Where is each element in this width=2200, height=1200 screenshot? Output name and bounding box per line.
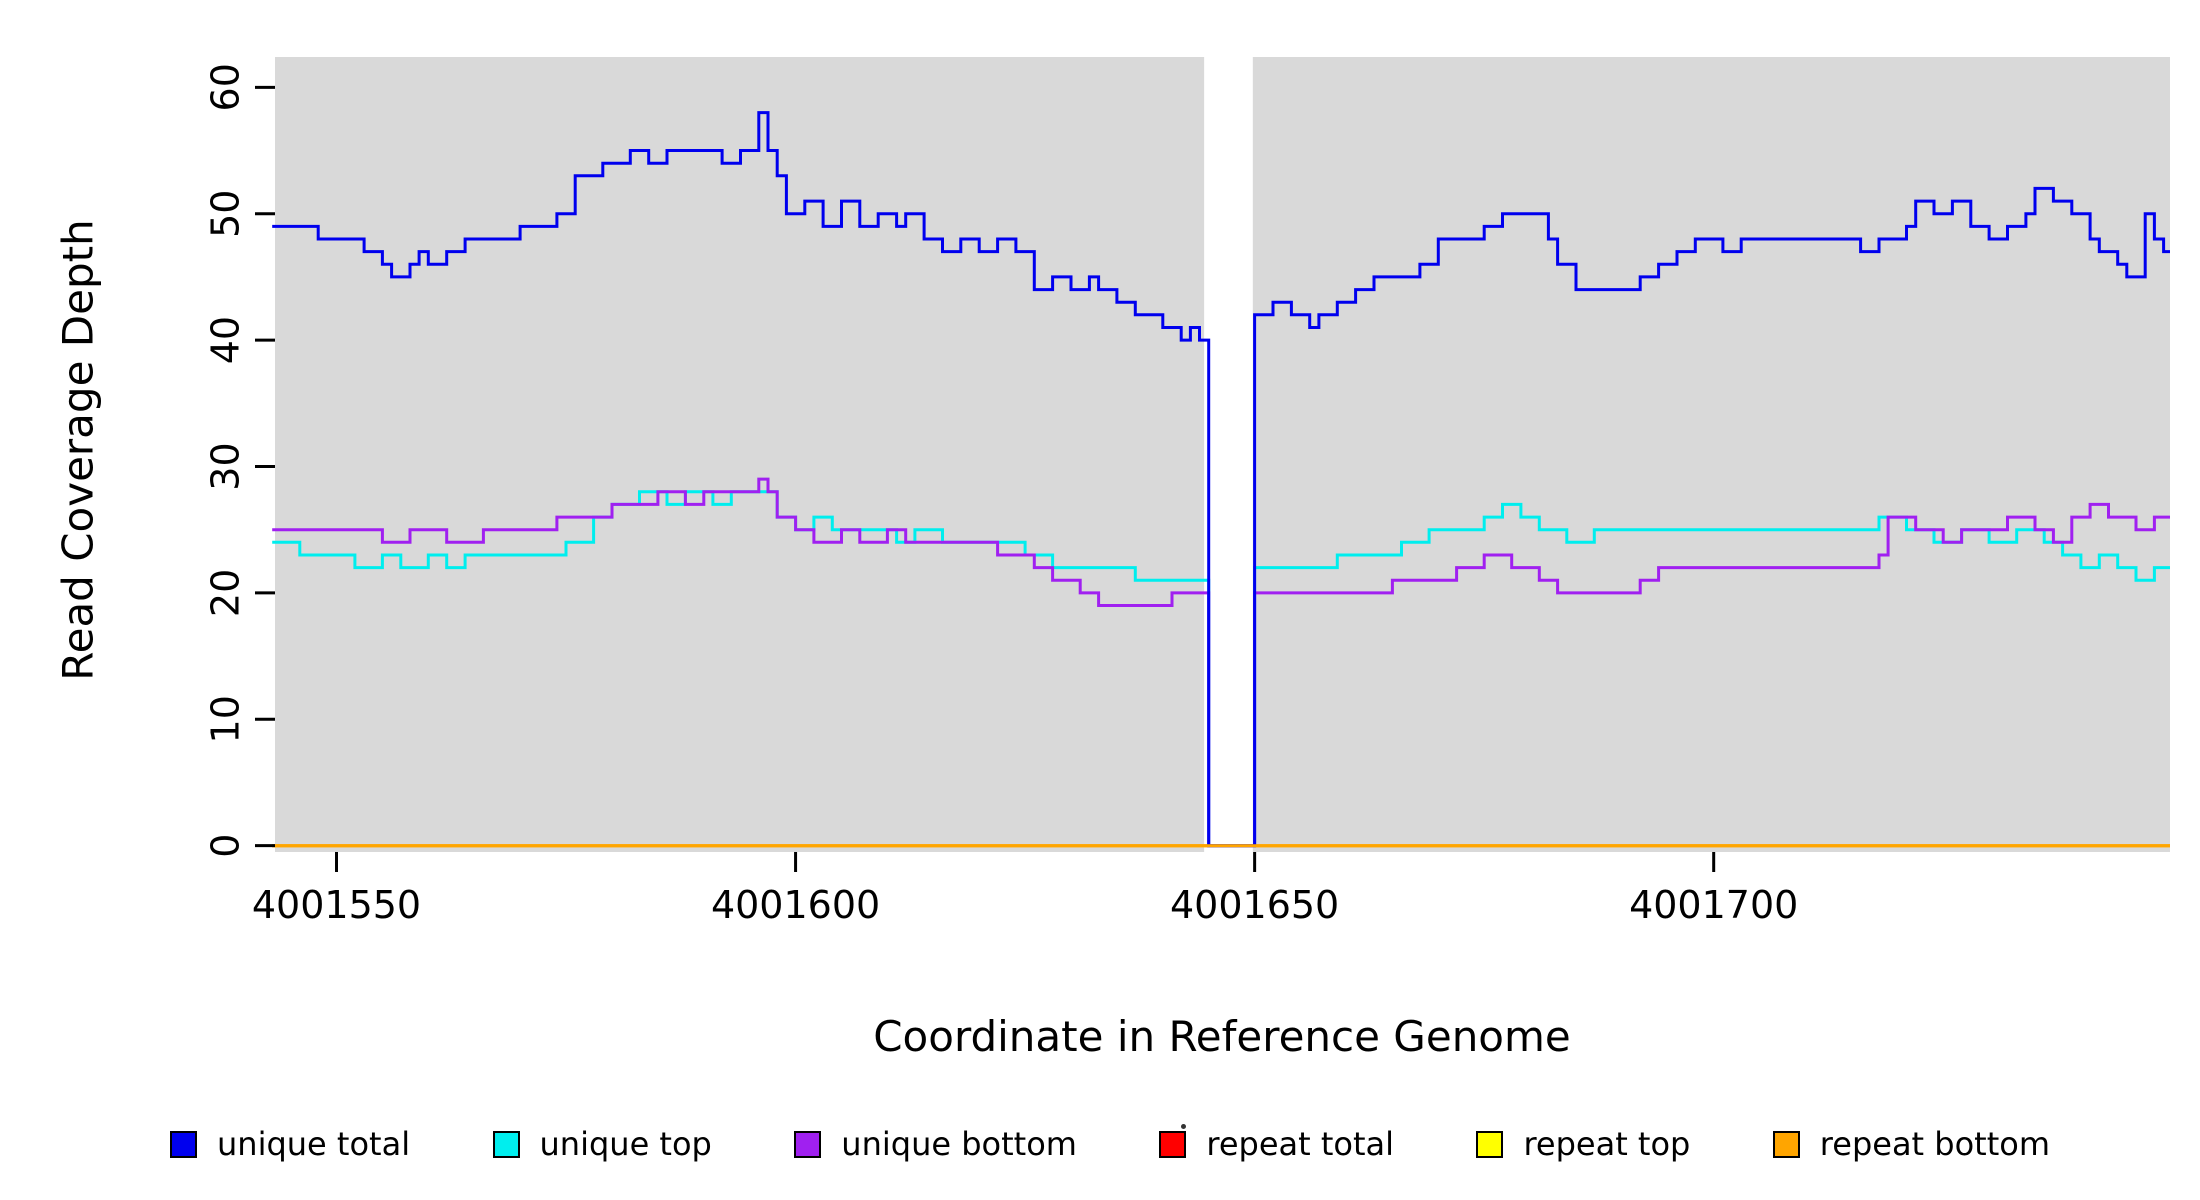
x-axis-title: Coordinate in Reference Genome [873, 1012, 1571, 1061]
legend-swatch-repeat-total [1159, 1130, 1187, 1158]
legend-item-repeat-bottom: repeat bottom [1772, 1125, 2050, 1163]
legend-swatch-unique-bottom [794, 1130, 822, 1158]
legend: unique total unique top unique bottom repea… [0, 1112, 2200, 1176]
legend-label: unique bottom [841, 1125, 1077, 1163]
legend-swatch-unique-top [492, 1130, 520, 1158]
series-line-unique-total [272, 111, 2170, 848]
x-tick-label: 4001600 [711, 883, 880, 927]
plot-background-right [1252, 57, 2170, 852]
y-tick-label: 40 [204, 316, 248, 364]
stray-dot [1181, 1124, 1186, 1129]
legend-swatch-unique-total [170, 1130, 197, 1158]
y-tick-label: 0 [203, 834, 247, 858]
y-tick-label: 60 [204, 63, 248, 111]
legend-swatch-repeat-top [1476, 1130, 1504, 1158]
legend-swatch-repeat-bottom [1772, 1130, 1800, 1158]
x-tick-label: 4001550 [252, 883, 421, 927]
legend-label: repeat top [1523, 1125, 1691, 1163]
y-tick-label: 50 [204, 190, 248, 238]
series-line-unique-bottom [272, 477, 2170, 848]
legend-label: repeat bottom [1819, 1125, 2050, 1163]
legend-item-repeat-top: repeat top [1476, 1125, 1690, 1163]
legend-item-unique-top: unique top [492, 1125, 712, 1163]
y-axis-title: Read Coverage Depth [53, 219, 103, 681]
x-tick-label: 4001650 [1170, 883, 1339, 927]
legend-item-unique-total: unique total [170, 1125, 410, 1163]
y-tick-label: 30 [204, 442, 248, 490]
legend-label: unique total [217, 1125, 411, 1163]
legend-label: repeat total [1206, 1125, 1395, 1163]
coverage-plot: 4001550 4001600 4001650 4001700 0 10 20 30 40 50 6… [203, 57, 2170, 927]
plot-background-left [275, 57, 1205, 852]
y-tick-label: 20 [203, 569, 247, 617]
legend-label: unique top [539, 1125, 712, 1163]
x-tick-label: 4001700 [1629, 883, 1798, 927]
legend-item-unique-bottom: unique bottom [794, 1125, 1077, 1163]
legend-item-repeat-total: repeat total [1159, 1125, 1394, 1163]
y-tick-label: 10 [203, 695, 247, 743]
